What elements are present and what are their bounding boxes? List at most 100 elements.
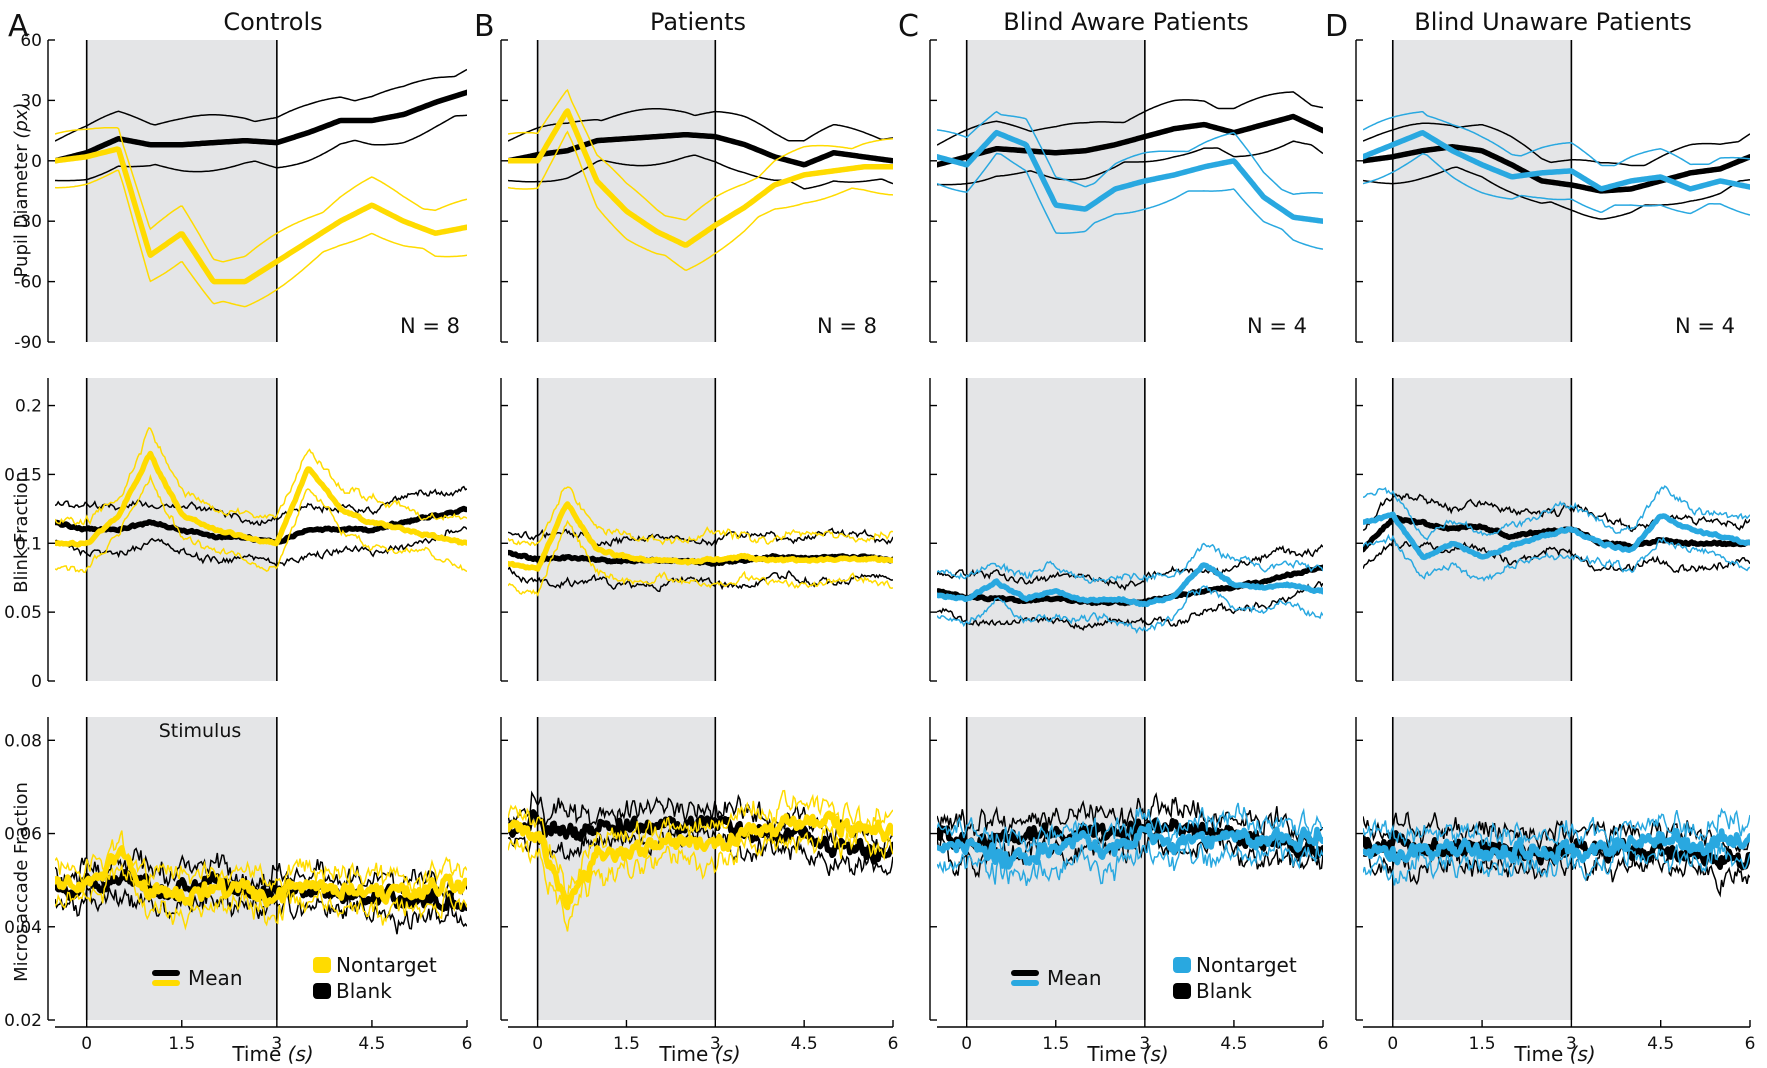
legend-blank-swatch-a [313,983,331,999]
x-tick-label-c-1: 1.5 [1042,1034,1069,1054]
series-blank-upper-d-pupil [1363,122,1750,167]
series-nontarget-upper-b-pupil [508,88,893,221]
series-nontarget-upper-d-blink [1363,485,1750,541]
series-nontarget-lower-c-microsaccade [937,835,1323,886]
series-nontarget-upper-b-microsaccade [508,789,893,900]
series-nontarget-lower-b-pupil [508,130,893,271]
series-group-b-pupil [508,88,893,271]
stimulus-shade-b-pupil [537,40,716,342]
series-nontarget-lower-c-pupil [937,152,1323,250]
n-label-b: N = 8 [817,314,877,338]
legend-c: Mean Nontarget Blank [1011,953,1297,1003]
series-group-b-blink [508,486,893,597]
x-tick-label-d-4: 6 [1745,1034,1756,1054]
x-axis-label-b-text: Time [658,1042,708,1066]
series-nontarget-mean-d-pupil [1363,130,1750,192]
series-blank-mean-a-pupil [55,89,467,164]
legend-nontarget-label-c: Nontarget [1196,953,1297,977]
subplot-a-microsaccade: 0.08 0.06 0.04 0.02 0 1.5 3 4.5 6 [4,717,472,1054]
x-tick-label-a-4: 6 [462,1034,473,1054]
x-tick-label-d-2: 3 [1566,1034,1577,1054]
series-nontarget-mean-d-microsaccade [1363,827,1750,866]
subplot-c-microsaccade: 0 1.5 3 4.5 6 [929,717,1328,1054]
stimulus-shade-c-blink [966,378,1145,681]
series-nontarget-mean-c-microsaccade [937,823,1323,870]
x-tick-label-a-3: 4.5 [358,1034,385,1054]
series-nontarget-upper-a-pupil [55,126,467,263]
subplot-b-microsaccade: 0 1.5 3 4.5 6 [500,717,899,1054]
x-tick-label-d-1: 1.5 [1469,1034,1496,1054]
y-tick-label-blink-0: 0.2 [15,397,42,417]
series-group-a-pupil [55,68,467,308]
series-nontarget-lower-a-blink [55,473,467,574]
y-tick-label-pupil-5: -90 [14,333,42,353]
legend-nontarget-label-a: Nontarget [336,953,437,977]
subplot-c-blink [929,378,1323,682]
subplot-d-microsaccade: 0 1.5 3 4.5 6 [1355,717,1756,1054]
y-tick-label-blink-1: 0.15 [4,465,42,485]
y-axis-label-pupil-text: Pupil Diameter [11,144,32,278]
series-nontarget-mean-b-microsaccade [508,810,893,911]
legend-mean-label-a: Mean [188,966,243,990]
legend-mean-color-swatch-c [1011,980,1039,986]
series-nontarget-mean-a-pupil [55,146,467,285]
series-group-a-microsaccade [55,830,467,935]
legend-blank-label-a: Blank [336,979,392,1003]
n-label-c: N = 4 [1247,314,1307,338]
stimulus-shade-a-pupil [86,40,277,342]
series-group-a-blink [55,426,467,574]
legend-nontarget-swatch-a [313,957,331,973]
series-nontarget-upper-b-blink [508,486,893,547]
series-nontarget-upper-c-blink [937,542,1323,584]
x-axis-label-a-text: Time [231,1042,281,1066]
subplot-d-blink [1355,378,1750,682]
y-tick-label-blink-3: 0.05 [4,603,42,623]
y-tick-label-pupil-2: 0 [31,152,42,172]
series-group-b-microsaccade [508,789,893,932]
x-tick-label-b-4: 6 [888,1034,899,1054]
series-nontarget-upper-d-pupil [1363,111,1750,167]
x-axis-label-c-text: Time [1086,1042,1136,1066]
series-nontarget-lower-a-pupil [55,169,467,308]
series-nontarget-mean-a-microsaccade [55,845,467,908]
series-nontarget-lower-b-blink [508,519,893,597]
x-axis-unit-c: (s) [1143,1042,1169,1066]
panel-letter-d: D [1325,9,1348,44]
series-nontarget-lower-b-microsaccade [508,823,893,932]
series-nontarget-mean-d-blink [1363,511,1750,561]
series-blank-upper-a-pupil [55,68,467,142]
stimulus-label: Stimulus [159,720,242,742]
series-group-c-pupil [937,91,1323,250]
y-tick-label-blink-2: 0.1 [15,534,42,554]
x-axis-label-a: Time (s) [231,1042,313,1066]
series-blank-mean-b-pupil [508,131,893,168]
x-tick-label-a-2: 3 [271,1034,282,1054]
series-blank-lower-b-blink [508,566,893,593]
x-tick-label-d-0: 0 [1387,1034,1398,1054]
panel-layer: 60300-30-60-900.20.150.10.0500.080.060.0… [4,31,1755,1054]
series-group-d-microsaccade [1363,807,1750,898]
series-nontarget-mean-b-pupil [508,108,893,248]
stimulus-shade-b-blink [537,378,716,681]
series-nontarget-upper-c-microsaccade [937,802,1323,856]
stimulus-shade-d-pupil [1392,40,1572,342]
series-blank-lower-a-blink [55,526,467,567]
series-blank-upper-c-pupil [937,91,1323,146]
series-blank-lower-b-pupil [508,154,893,190]
series-nontarget-lower-d-microsaccade [1363,843,1750,886]
series-nontarget-mean-c-pupil [937,129,1323,224]
series-nontarget-mean-c-blink [937,562,1323,608]
legend-mean-blank-swatch-a [152,970,180,976]
subplot-a-pupil: 60 30 0 -30 -60 -90 [14,31,467,353]
legend-mean-label-c: Mean [1047,966,1102,990]
panel-title-d: Blind Unaware Patients [1414,8,1692,36]
x-axis-unit-d: (s) [1570,1042,1596,1066]
series-blank-lower-c-pupil [937,140,1323,186]
subplot-a-blink: 0.2 0.15 0.1 0.05 0 [4,378,467,692]
x-tick-label-c-0: 0 [961,1034,972,1054]
legend-blank-label-c: Blank [1196,979,1252,1003]
x-tick-label-b-0: 0 [532,1034,543,1054]
series-blank-mean-d-pupil [1363,144,1750,194]
panel-letter-c: C [898,9,919,44]
